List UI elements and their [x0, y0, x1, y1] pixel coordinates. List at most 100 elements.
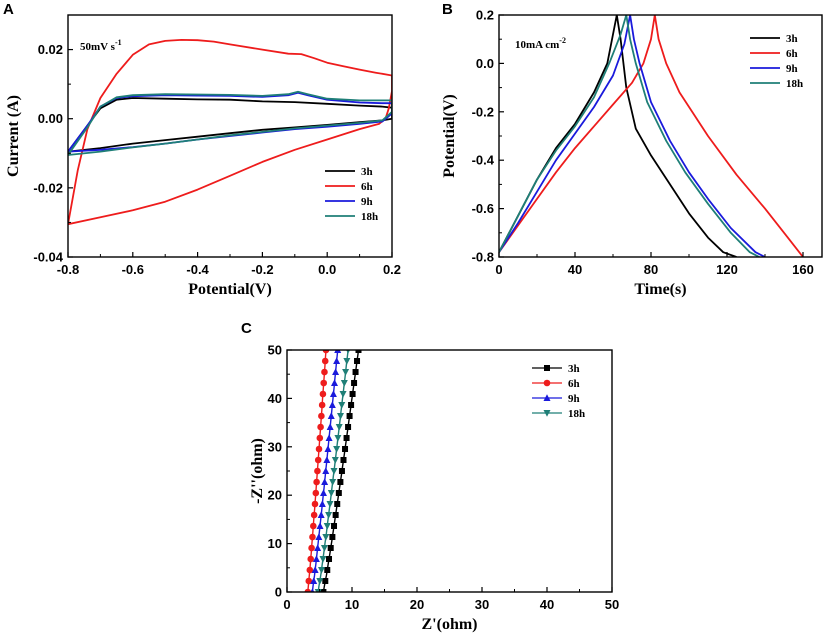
legend-marker-18h	[543, 410, 551, 417]
x-tick-label: 40	[540, 597, 554, 612]
data-point-6h	[321, 368, 328, 376]
chart-panel-C: C 0 10 20 30 40 50 0 10 20 30 40 50 Z'(ohm) -Z''(ohm) 3…	[241, 320, 619, 633]
data-point-3h	[331, 523, 338, 529]
y-tick-label: 10	[268, 536, 282, 551]
legend-marker-3h	[544, 365, 550, 371]
legend-label-18h: 18h	[568, 408, 585, 420]
data-point-9h	[325, 434, 333, 441]
x-tick-label: 0.0	[318, 262, 336, 277]
data-point-3h	[326, 556, 333, 562]
data-point-3h	[327, 545, 334, 551]
data-point-6h	[304, 588, 312, 592]
legend-label-6h: 6h	[568, 378, 580, 390]
panel-label: A	[3, 1, 14, 18]
data-point-18h	[331, 457, 339, 464]
data-point-3h	[332, 512, 339, 518]
data-point-18h	[343, 358, 351, 365]
data-point-18h	[323, 523, 331, 530]
x-axis-label: Z'(ohm)	[422, 616, 478, 633]
plot-area	[499, 15, 804, 257]
data-point-6h	[308, 544, 315, 552]
data-point-6h	[318, 412, 325, 420]
data-point-6h	[314, 456, 322, 464]
rate-annotation: 50mV s-1	[80, 38, 122, 53]
data-point-6h	[310, 511, 318, 519]
x-tick-label: 30	[475, 597, 489, 612]
data-point-18h	[317, 567, 325, 574]
data-point-18h	[337, 413, 345, 420]
y-tick-label: 40	[268, 391, 282, 406]
data-point-6h	[318, 401, 326, 409]
data-point-6h	[309, 533, 316, 541]
data-point-3h	[349, 391, 356, 397]
legend: 3h 6h 9h 18h	[532, 363, 585, 420]
series-line-6h	[499, 15, 804, 257]
plot-area	[304, 350, 362, 592]
x-tick-label: 0	[283, 597, 290, 612]
y-tick-label: -0.6	[472, 201, 494, 216]
data-point-6h	[316, 434, 324, 442]
y-tick-label: -0.02	[33, 180, 63, 195]
y-tick-label: 0.2	[476, 8, 494, 23]
legend-marker-9h	[543, 394, 551, 401]
data-point-3h	[346, 413, 353, 419]
legend: 3h 6h 9h 18h	[750, 33, 803, 90]
data-point-3h	[343, 435, 350, 441]
data-point-6h	[311, 500, 319, 508]
series-line-18h	[499, 15, 760, 257]
data-point-18h	[339, 391, 347, 398]
x-tick-label: 160	[792, 262, 814, 277]
y-tick-label: -0.8	[472, 250, 494, 265]
y-tick-label: 0.00	[38, 111, 63, 126]
chart-panel-B: B 0 40 80 120 160 -0.8 -0.6 -0.4 -0.2 0.0 0.2 Time(s…	[441, 1, 823, 298]
x-tick-label: -0.8	[57, 262, 79, 277]
y-tick-label: 0.0	[476, 56, 494, 71]
data-point-3h	[340, 457, 347, 463]
data-point-3h	[334, 501, 341, 507]
data-point-6h	[315, 445, 323, 453]
panel-label: B	[442, 1, 453, 18]
data-point-18h	[319, 556, 327, 563]
series-line-9h	[499, 15, 766, 257]
data-point-18h	[342, 369, 350, 376]
data-point-18h	[327, 490, 335, 497]
data-point-9h	[311, 566, 319, 573]
legend-label-9h: 9h	[361, 196, 373, 208]
data-point-18h	[329, 479, 337, 486]
data-point-9h	[331, 379, 339, 386]
data-point-6h	[305, 577, 313, 585]
data-point-9h	[328, 401, 336, 408]
data-point-3h	[342, 446, 349, 452]
data-point-6h	[312, 489, 320, 497]
x-axis-label: Potential(V)	[188, 281, 272, 298]
data-point-3h	[322, 578, 329, 584]
data-point-3h	[324, 567, 331, 573]
y-tick-label: -0.2	[472, 104, 494, 119]
legend-label-6h: 6h	[786, 48, 798, 60]
x-tick-label: -0.4	[186, 262, 209, 277]
data-point-9h	[329, 390, 337, 397]
data-point-9h	[315, 533, 323, 540]
data-point-3h	[320, 589, 327, 592]
data-point-6h	[306, 566, 314, 574]
data-point-18h	[322, 534, 330, 541]
data-point-9h	[324, 445, 332, 452]
data-point-6h	[313, 478, 320, 486]
data-point-9h	[326, 423, 334, 430]
series-line-3h	[499, 15, 737, 257]
x-tick-label: 0.2	[383, 262, 401, 277]
data-point-3h	[345, 424, 352, 430]
data-point-9h	[310, 577, 318, 584]
legend-label-3h: 3h	[786, 33, 798, 45]
data-point-6h	[314, 467, 321, 475]
x-axis-label: Time(s)	[634, 281, 686, 298]
x-tick-label: 20	[410, 597, 424, 612]
data-point-3h	[355, 350, 362, 353]
x-tick-label: 40	[568, 262, 582, 277]
legend-label-18h: 18h	[361, 211, 378, 223]
data-point-18h	[338, 402, 346, 409]
legend-label-3h: 3h	[568, 363, 580, 375]
data-point-9h	[321, 478, 329, 485]
data-point-3h	[338, 468, 345, 474]
